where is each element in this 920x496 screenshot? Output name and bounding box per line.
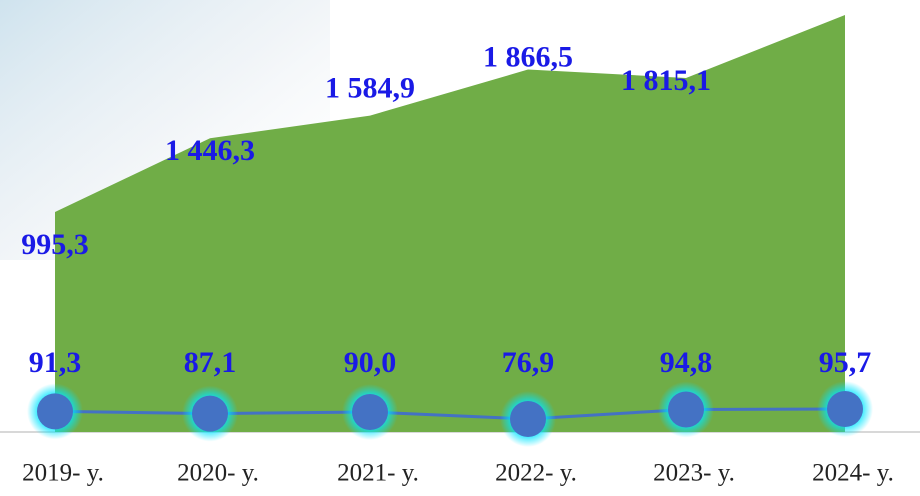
point <box>37 393 73 430</box>
x-tick-label: 2021- y. <box>337 460 419 487</box>
data-label: 94,8 <box>660 346 713 379</box>
x-tick-label: 2020- y. <box>177 460 259 487</box>
point <box>192 395 228 432</box>
data-label: 91,3 <box>29 346 82 379</box>
data-label: 95,7 <box>819 346 872 379</box>
data-label: 1 584,9 <box>325 71 415 104</box>
x-tick-label: 2024- y. <box>812 460 894 487</box>
point <box>510 401 546 437</box>
data-label: 1 866,5 <box>483 40 573 73</box>
x-tick-label: 2023- y. <box>653 460 735 487</box>
point <box>352 394 388 431</box>
x-tick-label: 2019- y. <box>22 460 104 487</box>
data-label: 1 815,1 <box>621 64 711 97</box>
point <box>668 391 704 428</box>
data-label: 1 446,3 <box>165 134 255 167</box>
data-label: 76,9 <box>502 346 555 379</box>
data-label: 87,1 <box>184 346 237 379</box>
area <box>55 15 845 432</box>
x-tick-label: 2022- y. <box>495 460 577 487</box>
point <box>827 391 863 427</box>
data-label: 995,3 <box>21 228 89 261</box>
data-label: 90,0 <box>344 346 397 379</box>
